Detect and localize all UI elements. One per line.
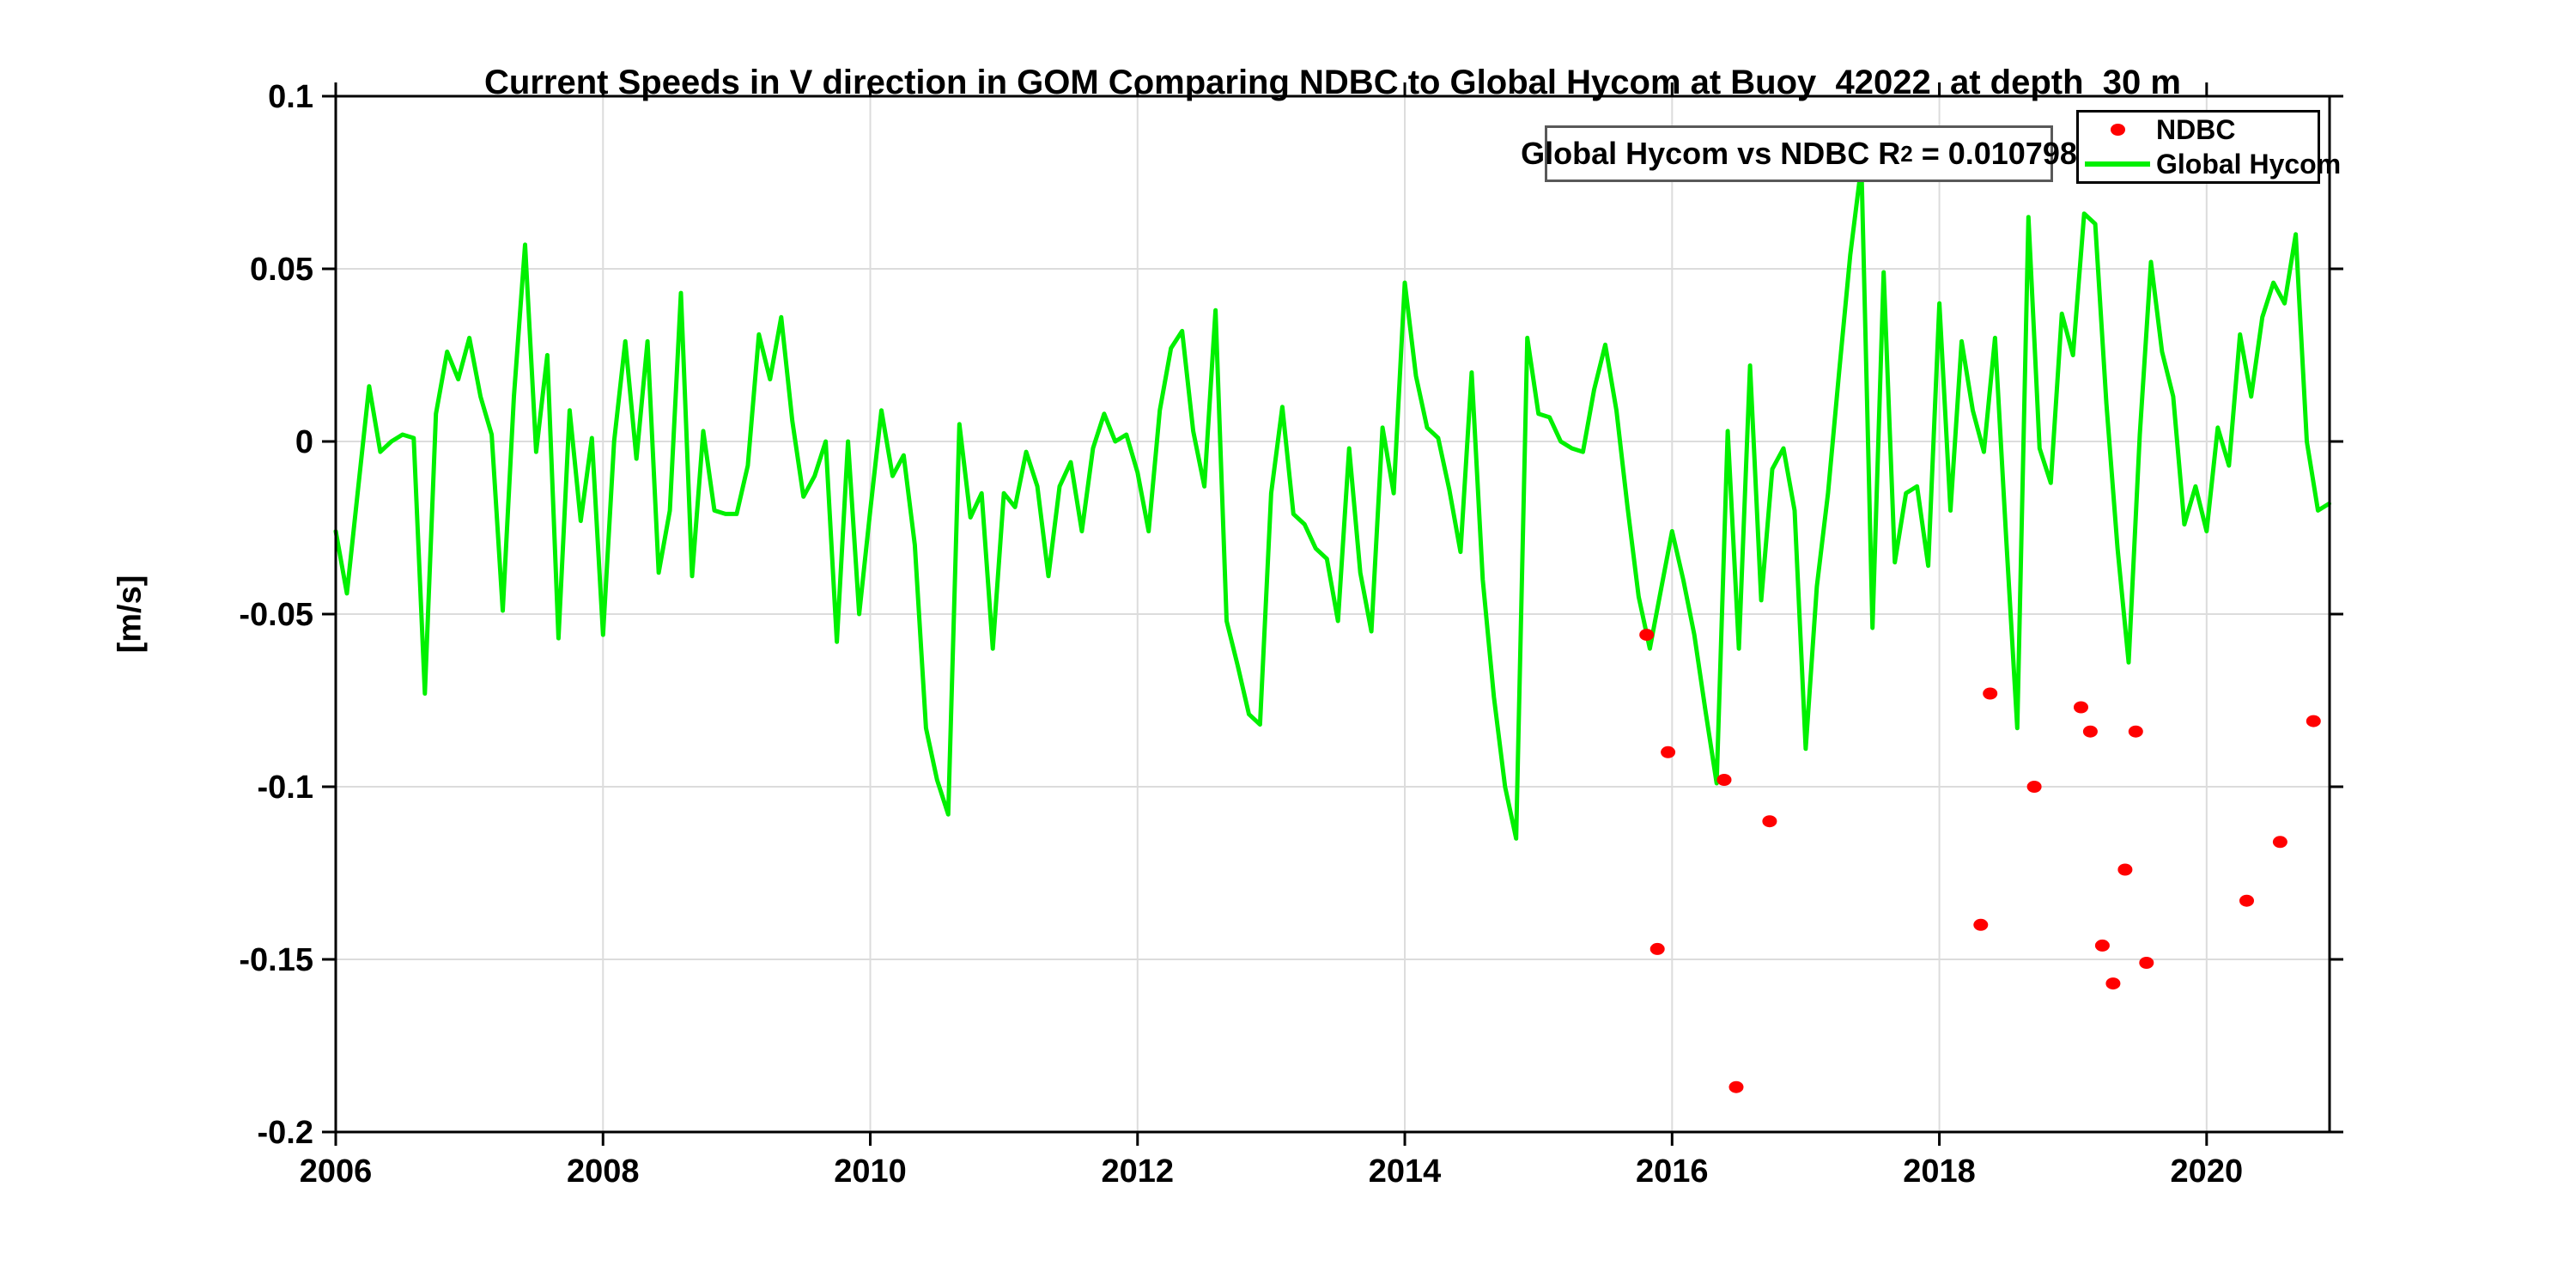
- hycom-line-icon: [2079, 161, 2156, 167]
- x-tick-label: 2008: [567, 1153, 640, 1190]
- ndbc-marker-icon: [2079, 124, 2156, 136]
- legend-item-global-hycom: Global Hycom: [2079, 147, 2341, 181]
- ndbc-scatter-point: [1728, 1080, 1744, 1093]
- legend-label-global-hycom: Global Hycom: [2156, 148, 2342, 180]
- x-tick-label: 2006: [300, 1153, 373, 1190]
- y-tick-label: -0.05: [239, 597, 313, 633]
- chart-title: Current Speeds in V direction in GOM Com…: [484, 64, 2181, 101]
- ndbc-scatter-point: [2117, 863, 2133, 876]
- legend-label-ndbc: NDBC: [2156, 113, 2236, 145]
- ndbc-scatter-point: [1639, 629, 1655, 642]
- x-tick-label: 2018: [1903, 1153, 1976, 1190]
- ndbc-scatter-point: [2082, 725, 2098, 738]
- ndbc-scatter-point: [2239, 894, 2254, 907]
- x-tick-label: 2014: [1369, 1153, 1442, 1190]
- ndbc-scatter-point: [1983, 687, 1998, 700]
- red-dot-icon: [2110, 124, 2125, 136]
- ndbc-scatter-point: [2105, 977, 2121, 990]
- x-tick-label: 2020: [2171, 1153, 2244, 1190]
- ndbc-scatter-point: [1661, 746, 1676, 758]
- ndbc-scatter-point: [2026, 781, 2042, 793]
- ndbc-scatter-point: [2074, 701, 2088, 714]
- y-tick-label: 0: [295, 424, 313, 460]
- y-tick-label: -0.15: [239, 942, 313, 978]
- x-tick-label: 2010: [834, 1153, 907, 1190]
- y-tick-label: -0.1: [258, 770, 313, 806]
- ndbc-scatter-point: [2139, 957, 2154, 969]
- y-tick-label: -0.2: [258, 1115, 313, 1151]
- y-tick-label: 0.1: [268, 79, 313, 115]
- ndbc-scatter-point: [2128, 725, 2143, 738]
- green-line-icon: [2085, 161, 2150, 167]
- annotation-text: Global Hycom vs NDBC R: [1521, 136, 1901, 171]
- ndbc-scatter-point: [2272, 836, 2287, 849]
- x-tick-label: 2012: [1102, 1153, 1175, 1190]
- annotation-value: = 0.010798: [1912, 136, 2077, 171]
- ndbc-scatter-point: [2306, 715, 2321, 727]
- y-tick-label: 0.05: [250, 252, 313, 288]
- y-axis-label: [m/s]: [112, 575, 149, 654]
- ndbc-scatter-point: [1973, 918, 1989, 931]
- hycom-line-series: [333, 162, 2331, 841]
- legend-item-ndbc: NDBC: [2079, 113, 2318, 147]
- ndbc-scatter-point: [1649, 942, 1665, 955]
- ndbc-scatter-point: [1762, 815, 1777, 828]
- x-tick-label: 2016: [1636, 1153, 1709, 1190]
- ndbc-scatter-point: [1716, 774, 1732, 786]
- ndbc-scatter-point: [2094, 939, 2110, 952]
- legend: NDBC Global Hycom: [2076, 110, 2341, 184]
